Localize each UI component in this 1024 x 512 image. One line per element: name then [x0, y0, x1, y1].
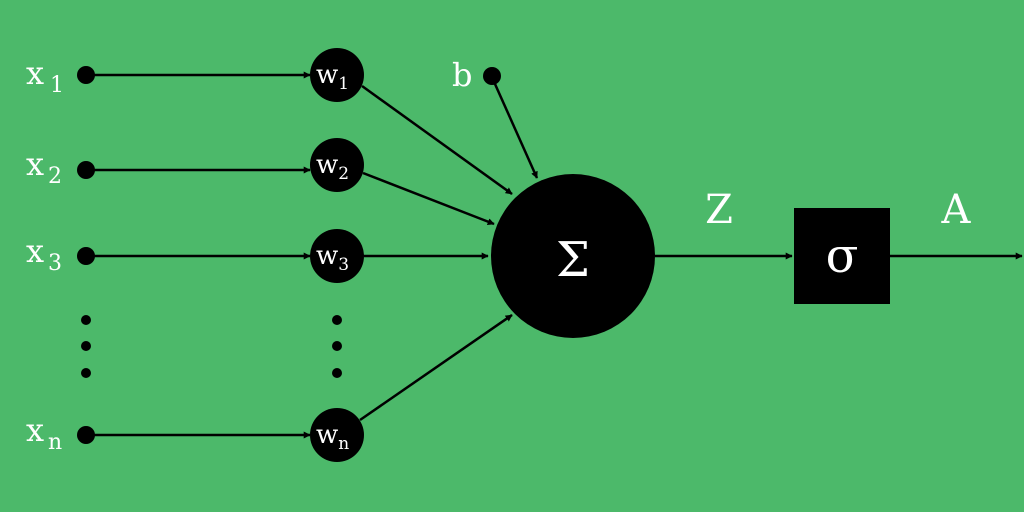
weight-node-wn — [310, 408, 364, 462]
inputs-ellipsis — [81, 315, 91, 378]
weight-node-w3 — [310, 229, 364, 283]
weight-node-w2 — [310, 138, 364, 192]
activation-symbol: σ — [826, 228, 859, 284]
edge-w1-sum — [361, 84, 513, 196]
weight-label-w3: w3 — [316, 241, 349, 275]
weight-label-w1: w1 — [316, 60, 349, 94]
bias-label: b — [452, 56, 472, 94]
sum-symbol: Σ — [556, 232, 590, 288]
sum-node — [491, 174, 655, 338]
edge-wn-sum — [359, 313, 513, 422]
edge-bias-sum — [493, 83, 539, 179]
weights-ellipsis — [332, 315, 342, 378]
weight-label-wn: wn — [316, 420, 349, 454]
activation-box — [794, 208, 890, 304]
output-label: A — [941, 187, 972, 233]
bias-node — [483, 67, 501, 85]
weight-label-w2: w2 — [316, 150, 349, 184]
weight-node-w1 — [310, 48, 364, 102]
z-label: Z — [705, 187, 733, 233]
edge-w2-sum — [362, 171, 495, 226]
